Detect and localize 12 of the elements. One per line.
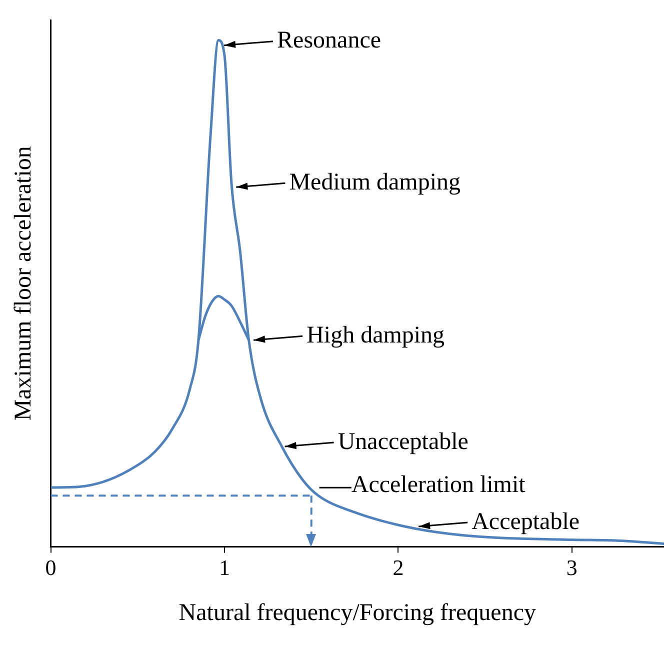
x-tick-label: 1 xyxy=(219,554,230,580)
annotation: Resonance xyxy=(277,28,382,54)
annotation: Unacceptable xyxy=(338,428,468,455)
ref-line-label: Acceleration limit xyxy=(351,472,526,498)
x-tick-label: 2 xyxy=(392,554,404,580)
annotation: Medium damping xyxy=(289,169,461,196)
x-axis-title: Natural frequency/Forcing frequency xyxy=(178,600,536,626)
annotation: Acceptable xyxy=(472,508,580,535)
y-axis-title: Maximum floor acceleration xyxy=(10,146,37,421)
x-tick-label: 0 xyxy=(45,554,56,580)
annotation: High damping xyxy=(306,322,445,348)
x-tick-label: 3 xyxy=(566,554,578,580)
